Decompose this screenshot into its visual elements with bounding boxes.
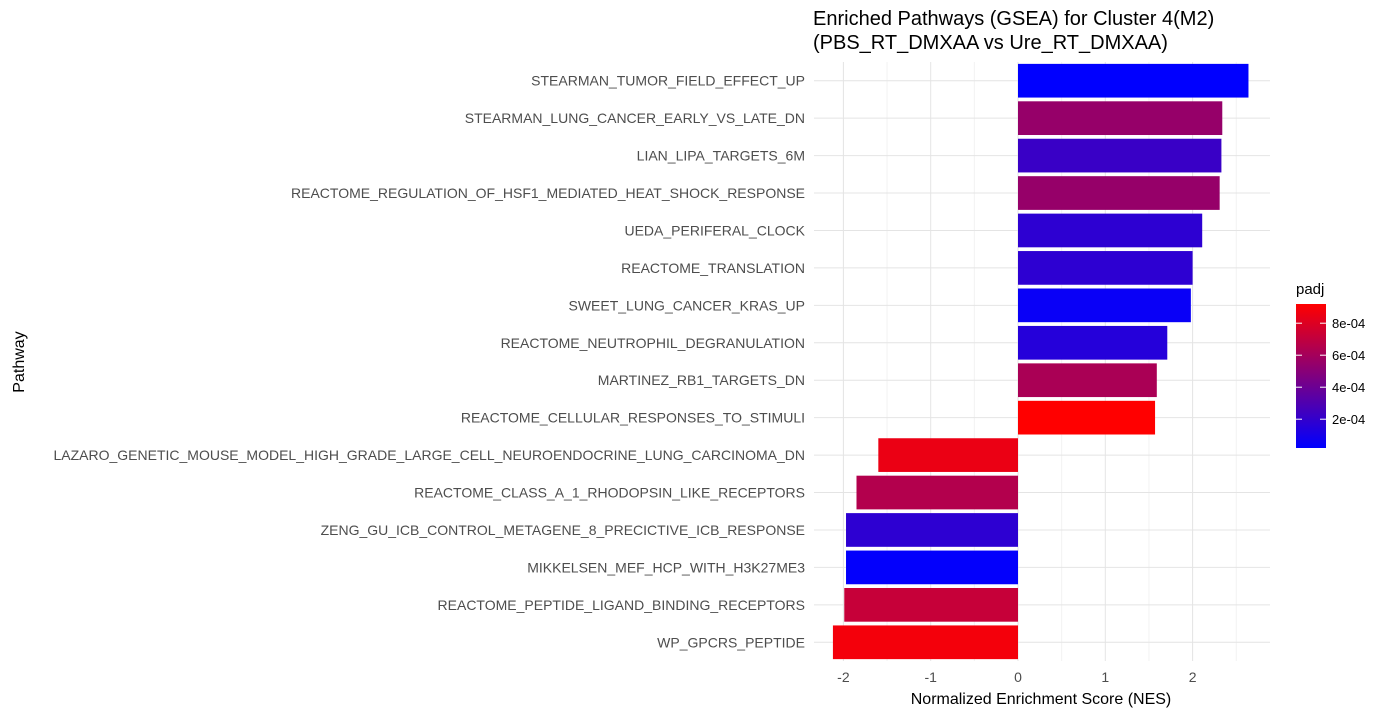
bar <box>856 475 1018 510</box>
y-tick-labels: STEARMAN_TUMOR_FIELD_EFFECT_UP STEARMAN_L… <box>53 73 805 651</box>
bar <box>1018 138 1222 173</box>
y-tick-label: REACTOME_TRANSLATION <box>621 260 805 276</box>
bar <box>1018 213 1203 248</box>
x-tick-label: -2 <box>837 669 850 685</box>
legend-tick-label: 6e-04 <box>1332 348 1365 363</box>
bar <box>844 587 1018 622</box>
y-tick-label: UEDA_PERIFERAL_CLOCK <box>624 222 805 238</box>
y-tick-label: LIAN_LIPA_TARGETS_6M <box>637 148 805 164</box>
x-tick-label: 2 <box>1189 669 1197 685</box>
bar <box>832 625 1018 660</box>
x-tick-label: -1 <box>924 669 937 685</box>
bar <box>846 550 1018 585</box>
bar <box>1018 400 1156 435</box>
chart-title-line-2: (PBS_RT_DMXAA vs Ure_RT_DMXAA) <box>813 32 1168 54</box>
y-tick-label: ZENG_GU_ICB_CONTROL_METAGENE_8_PRECICTIV… <box>321 522 805 538</box>
bar <box>1018 63 1249 98</box>
bars <box>832 63 1249 660</box>
y-tick-label: LAZARO_GENETIC_MOUSE_MODEL_HIGH_GRADE_LA… <box>53 447 805 463</box>
y-tick-label: STEARMAN_TUMOR_FIELD_EFFECT_UP <box>531 73 805 89</box>
bar <box>1018 288 1191 323</box>
y-tick-label: REACTOME_PEPTIDE_LIGAND_BINDING_RECEPTOR… <box>438 597 805 613</box>
legend-tick-label: 2e-04 <box>1332 412 1365 427</box>
x-axis-title: Normalized Enrichment Score (NES) <box>911 691 1172 708</box>
bar <box>1018 101 1223 136</box>
y-tick-label: WP_GPCRS_PEPTIDE <box>657 634 805 650</box>
y-tick-label: REACTOME_CELLULAR_RESPONSES_TO_STIMULI <box>461 410 805 426</box>
y-tick-label: MARTINEZ_RB1_TARGETS_DN <box>598 372 805 388</box>
x-tick-labels: -2 -1 0 1 2 <box>837 669 1197 685</box>
bar <box>1018 363 1157 398</box>
y-tick-label: REACTOME_CLASS_A_1_RHODOPSIN_LIKE_RECEPT… <box>414 485 805 501</box>
bar <box>1018 176 1220 210</box>
bar <box>1018 325 1168 360</box>
legend-ticks: 2e-04 4e-04 6e-04 8e-04 <box>1296 316 1365 427</box>
legend-tick-label: 4e-04 <box>1332 380 1365 395</box>
legend-colorbar <box>1296 304 1326 448</box>
x-tick-label: 0 <box>1014 669 1022 685</box>
bar <box>878 438 1018 472</box>
y-tick-label: REACTOME_NEUTROPHIL_DEGRANULATION <box>501 335 805 351</box>
padj-legend: padj 2e-04 4e-04 6e-04 8e-04 <box>1296 281 1365 448</box>
bar <box>1018 251 1193 285</box>
x-tick-label: 1 <box>1101 669 1109 685</box>
y-tick-label: SWEET_LUNG_CANCER_KRAS_UP <box>568 297 805 313</box>
y-tick-label: MIKKELSEN_MEF_HCP_WITH_H3K27ME3 <box>527 559 805 575</box>
y-tick-label: REACTOME_REGULATION_OF_HSF1_MEDIATED_HEA… <box>291 185 805 201</box>
legend-title: padj <box>1296 281 1324 298</box>
chart-title-line-1: Enriched Pathways (GSEA) for Cluster 4(M… <box>813 8 1215 30</box>
bar <box>846 513 1018 547</box>
y-tick-label: STEARMAN_LUNG_CANCER_EARLY_VS_LATE_DN <box>465 110 805 126</box>
y-axis-title: Pathway <box>11 331 28 392</box>
legend-tick-label: 8e-04 <box>1332 316 1365 331</box>
